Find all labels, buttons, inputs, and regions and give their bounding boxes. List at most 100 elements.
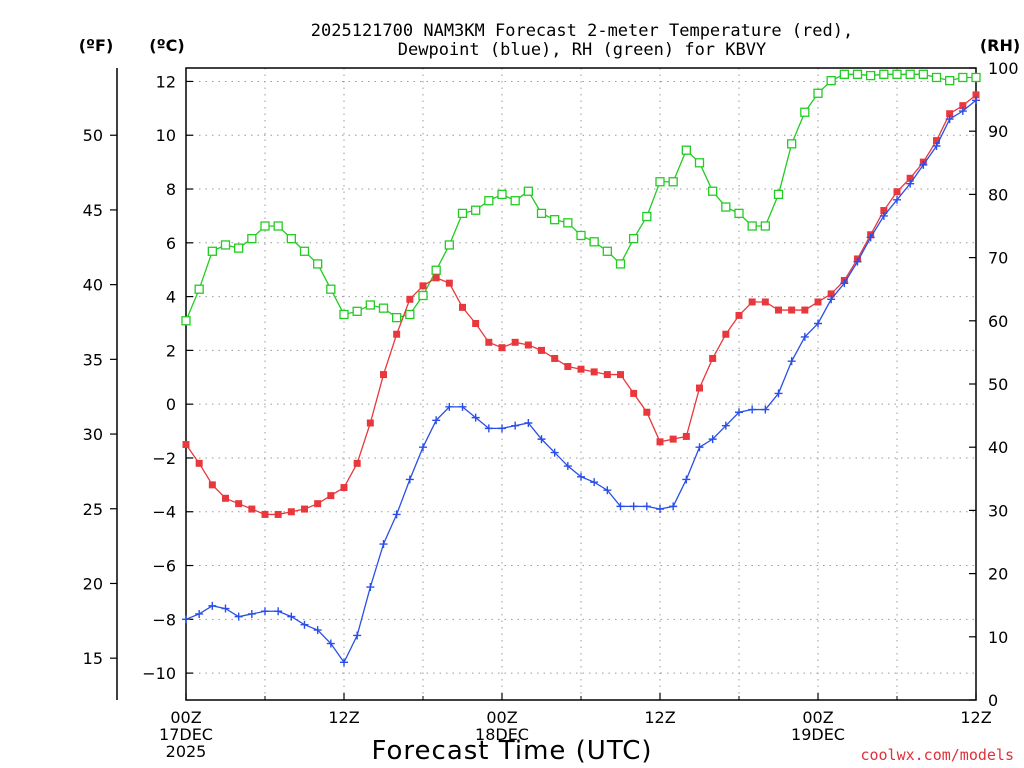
rh-point bbox=[694, 158, 705, 168]
temperature-point bbox=[801, 306, 809, 314]
rh-point bbox=[550, 215, 560, 225]
dewpoint-point bbox=[379, 540, 388, 549]
rh-tick-label: 90 bbox=[988, 122, 1008, 141]
temperature-point bbox=[669, 435, 677, 443]
dewpoint-point bbox=[195, 609, 204, 618]
dewpoint-point bbox=[853, 257, 862, 266]
temperature-point bbox=[893, 188, 901, 196]
x-tick-label: 12Z bbox=[960, 708, 991, 727]
dewpoint-point bbox=[827, 295, 836, 304]
celsius-tick-label: −4 bbox=[152, 503, 176, 522]
rh-point bbox=[931, 72, 942, 83]
dewpoint-point bbox=[735, 408, 743, 417]
dewpoint-point bbox=[247, 609, 256, 618]
rh-point bbox=[365, 300, 375, 310]
rh-point bbox=[247, 233, 257, 244]
grid-lines bbox=[186, 68, 976, 700]
dewpoint-point bbox=[800, 332, 809, 341]
temperature-point bbox=[748, 298, 756, 306]
dewpoint-point bbox=[906, 179, 915, 188]
rh-point bbox=[207, 246, 217, 256]
series-rh bbox=[181, 69, 981, 326]
rh-point bbox=[721, 202, 731, 212]
rh-point bbox=[747, 221, 757, 231]
rh-point bbox=[484, 196, 494, 206]
rh-point bbox=[892, 69, 902, 79]
dewpoint-point bbox=[484, 424, 493, 433]
dewpoint-point bbox=[866, 233, 875, 242]
fahrenheit-tick-label: 45 bbox=[83, 201, 103, 220]
x-tick-label: 17DEC bbox=[159, 725, 213, 744]
dewpoint-point bbox=[274, 607, 283, 616]
temperature-point bbox=[353, 459, 361, 467]
dewpoint-point bbox=[814, 319, 822, 328]
rh-point bbox=[392, 312, 402, 323]
rh-tick-label: 60 bbox=[988, 312, 1008, 331]
temperature-point bbox=[472, 319, 480, 327]
x-tick-label: 12Z bbox=[328, 708, 359, 727]
temperature-point bbox=[709, 354, 717, 362]
rh-point bbox=[958, 72, 968, 83]
rh-point bbox=[260, 221, 270, 231]
rh-tick-label: 80 bbox=[988, 185, 1008, 204]
dewpoint-point bbox=[471, 413, 480, 422]
dewpoint-point bbox=[419, 443, 427, 452]
temperature-point bbox=[564, 363, 572, 371]
dewpoint-point bbox=[840, 279, 849, 288]
credit-text[interactable]: coolwx.com/models bbox=[860, 746, 1014, 764]
temperature-point bbox=[248, 505, 256, 513]
dewpoint-point bbox=[432, 416, 441, 425]
celsius-axis-unit: (ºC) bbox=[149, 36, 184, 55]
x-tick-label: 00Z bbox=[170, 708, 201, 727]
dewpoint-point bbox=[498, 424, 506, 433]
rh-tick-label: 10 bbox=[988, 628, 1008, 647]
celsius-tick-label: 2 bbox=[166, 341, 176, 360]
rh-point bbox=[313, 259, 323, 269]
rh-point bbox=[352, 306, 362, 316]
celsius-tick-label: −8 bbox=[152, 610, 176, 629]
rh-point bbox=[181, 316, 191, 326]
temperature-point bbox=[366, 419, 374, 427]
rh-point bbox=[286, 233, 296, 244]
rh-point bbox=[220, 240, 231, 250]
chart-title-line2: Dewpoint (blue), RH (green) for KBVY bbox=[398, 40, 766, 60]
temperature-point bbox=[630, 389, 638, 397]
temperature-point bbox=[946, 110, 954, 118]
dewpoint-point bbox=[445, 402, 454, 411]
fahrenheit-tick-label: 15 bbox=[83, 649, 103, 668]
dewpoint-point bbox=[261, 607, 269, 616]
rh-point bbox=[945, 75, 955, 86]
temperature-point bbox=[274, 510, 282, 518]
rh-point bbox=[642, 211, 652, 222]
temperature-point bbox=[775, 306, 782, 314]
rh-point bbox=[905, 69, 915, 79]
temperature-point bbox=[538, 346, 545, 354]
temperature-point bbox=[735, 311, 743, 319]
temperature-point bbox=[906, 174, 914, 182]
rh-point bbox=[444, 240, 454, 250]
dewpoint-point bbox=[695, 443, 704, 452]
temperature-point bbox=[301, 505, 308, 513]
dewpoint-point bbox=[972, 96, 980, 105]
celsius-tick-label: −6 bbox=[152, 557, 176, 576]
rh-point bbox=[852, 69, 863, 79]
dewpoint-point bbox=[234, 612, 243, 621]
celsius-tick-label: 6 bbox=[166, 234, 176, 253]
temperature-point bbox=[682, 432, 690, 440]
dewpoint-point bbox=[774, 389, 783, 398]
dewpoint-point bbox=[405, 475, 414, 484]
temperature-point bbox=[432, 274, 440, 282]
temperature-point bbox=[972, 91, 980, 99]
rh-point bbox=[405, 309, 415, 320]
rh-point bbox=[866, 70, 876, 81]
temperature-point bbox=[195, 459, 203, 467]
temperature-point bbox=[340, 484, 348, 492]
dewpoint-point bbox=[577, 472, 585, 481]
temperature-point bbox=[459, 303, 466, 311]
dewpoint-point bbox=[340, 658, 348, 667]
rh-point bbox=[471, 205, 481, 215]
rh-tick-label: 100 bbox=[988, 59, 1019, 78]
fahrenheit-tick-label: 50 bbox=[83, 126, 103, 145]
dewpoint-point bbox=[326, 639, 335, 648]
temperature-point bbox=[814, 298, 822, 306]
